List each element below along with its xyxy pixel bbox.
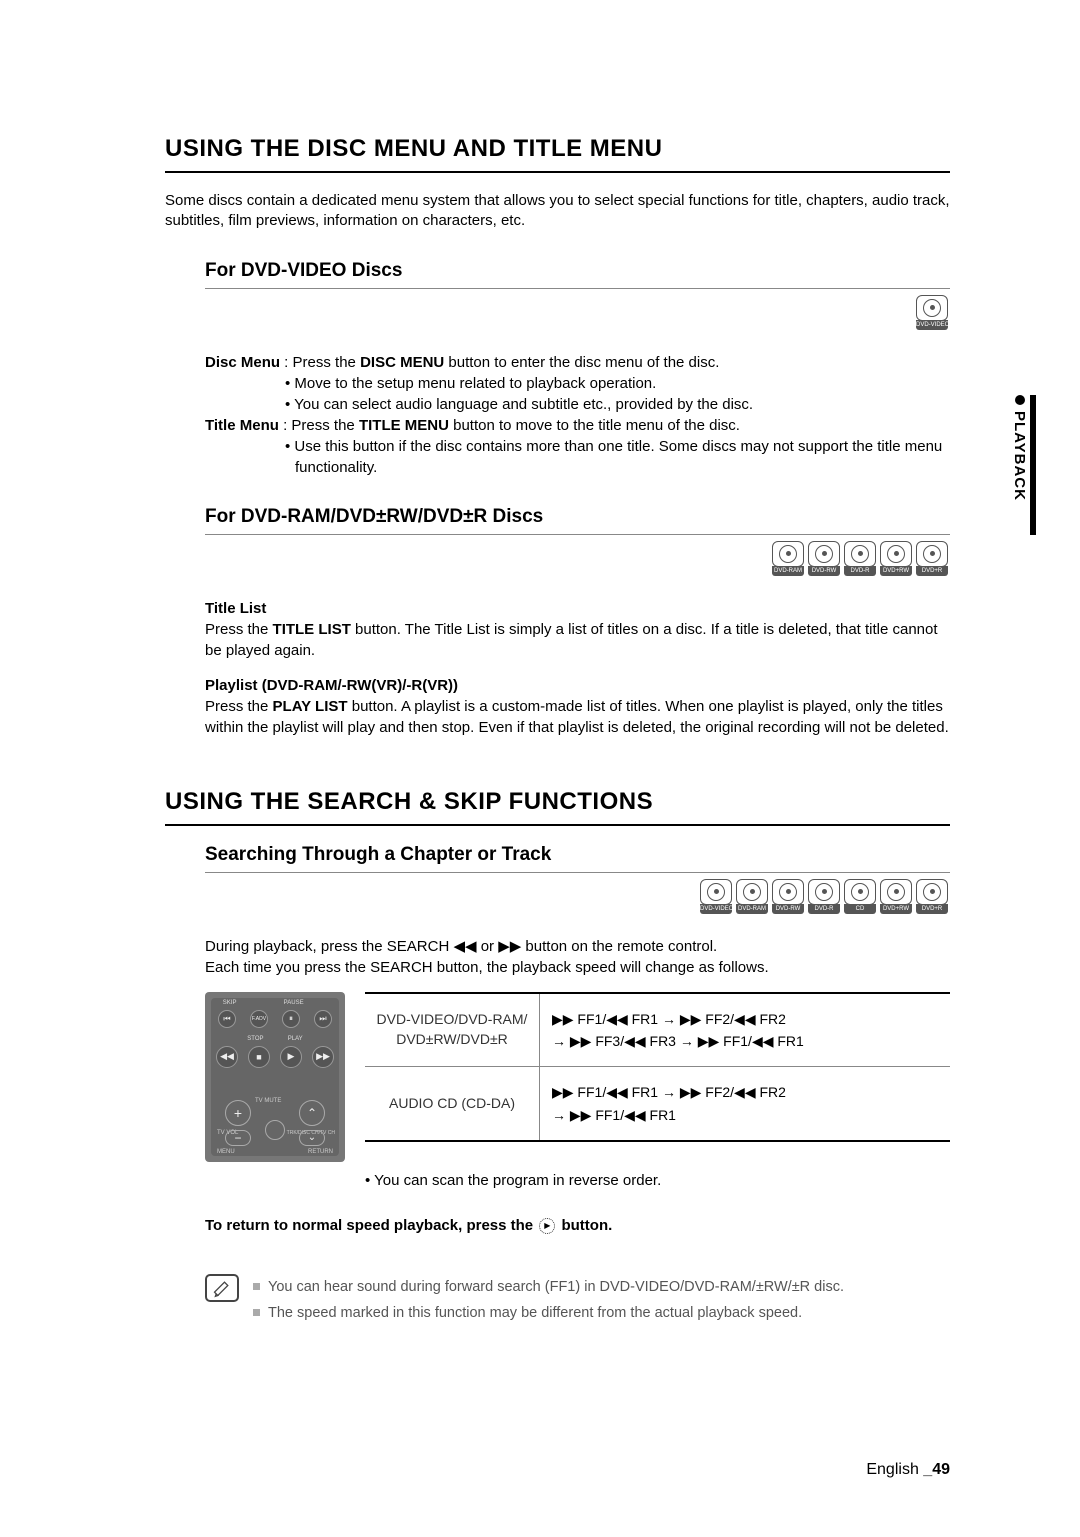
return-note: To return to normal speed playback, pres… xyxy=(205,1217,950,1234)
remote-btn-vol-up: + xyxy=(225,1100,251,1126)
disc-type-icon: DVD-R xyxy=(808,879,840,914)
title-menu-colon: : Press the xyxy=(279,417,359,434)
title-menu-btn: TITLE MENU xyxy=(359,417,449,434)
disc-menu-bullet-2: You can select audio language and subtit… xyxy=(205,394,950,415)
remote-btn-prev: ⏮ xyxy=(218,1010,236,1028)
remote-label-menu: MENU xyxy=(217,1149,235,1155)
note-block: You can hear sound during forward search… xyxy=(205,1274,950,1326)
remote-btn-next: ⏭ xyxy=(314,1010,332,1028)
remote-btn-ff: ▶▶ xyxy=(312,1046,334,1068)
table-row: DVD-VIDEO/DVD-RAM/DVD±RW/DVD±R▶▶ FF1/◀◀ … xyxy=(365,994,950,1068)
playlist-pre: Press the xyxy=(205,698,273,715)
disc-icons-dvd-video: DVD-VIDEO xyxy=(165,295,950,330)
search-line1-pre: During playback, press the xyxy=(205,938,387,955)
remote-label-stop: STOP xyxy=(247,1036,263,1042)
playlist-btn: PLAY LIST xyxy=(273,698,348,715)
table-row: AUDIO CD (CD-DA)▶▶ FF1/◀◀ FR1 → ▶▶ FF2/◀… xyxy=(365,1067,950,1140)
title-list-btn: TITLE LIST xyxy=(273,621,351,638)
return-post: button. xyxy=(557,1217,612,1234)
footer-lang: English xyxy=(866,1461,918,1478)
note-lines: You can hear sound during forward search… xyxy=(253,1274,844,1326)
disc-menu-label: Disc Menu xyxy=(205,354,280,371)
remote-btn-ch-down: ⌄ xyxy=(299,1130,325,1146)
disc-menu-block: Disc Menu : Press the DISC MENU button t… xyxy=(205,352,950,478)
disc-type-icon: DVD+RW xyxy=(880,879,912,914)
table-cell-speeds: ▶▶ FF1/◀◀ FR1 → ▶▶ FF2/◀◀ FR2→ ▶▶ FF1/◀◀… xyxy=(540,1067,950,1140)
disc-icons-search: DVD-VIDEODVD-RAMDVD-RWDVD-RCDDVD+RWDVD+R xyxy=(165,879,950,914)
sub-title-searching: Searching Through a Chapter or Track xyxy=(205,844,950,873)
footer-page: _49 xyxy=(923,1461,950,1478)
search-line2-pre: Each time you press the xyxy=(205,959,370,976)
remote-label-mute: TV MUTE xyxy=(255,1098,281,1104)
disc-type-icon: DVD-R xyxy=(844,541,876,576)
remote-label-pause: PAUSE xyxy=(284,1000,304,1006)
disc-type-icon: DVD-RW xyxy=(772,879,804,914)
title-list-head: Title List xyxy=(205,598,950,619)
disc-type-icon: DVD-RW xyxy=(808,541,840,576)
remote-btn-ch-up: ⌃ xyxy=(299,1100,325,1126)
disc-type-icon: DVD+RW xyxy=(880,541,912,576)
remote-btn-pause: ⏸ xyxy=(282,1010,300,1028)
note-line: You can hear sound during forward search… xyxy=(253,1274,844,1300)
disc-icons-dvd-ram: DVD-RAMDVD-RWDVD-RDVD+RWDVD+R xyxy=(165,541,950,576)
remote-btn-fadv: F.ADV xyxy=(250,1010,268,1028)
section-title-disc-menu: USING THE DISC MENU AND TITLE MENU xyxy=(165,135,950,173)
remote-btn-play: ▶ xyxy=(280,1046,302,1068)
table-cell-media: AUDIO CD (CD-DA) xyxy=(365,1067,540,1140)
title-menu-bullet: Use this button if the disc contains mor… xyxy=(205,436,950,478)
playlist-head: Playlist (DVD-RAM/-RW(VR)/-R(VR)) xyxy=(205,675,950,696)
disc-menu-bullet-1: Move to the setup menu related to playba… xyxy=(205,373,950,394)
section-title-search-skip: USING THE SEARCH & SKIP FUNCTIONS xyxy=(165,788,950,826)
search-desc: During playback, press the SEARCH ◀◀ or … xyxy=(205,936,950,978)
disc-type-icon: DVD-RAM xyxy=(772,541,804,576)
table-cell-media: DVD-VIDEO/DVD-RAM/DVD±RW/DVD±R xyxy=(365,994,540,1067)
search-line2-btn: SEARCH xyxy=(370,959,433,976)
remote-label-play: PLAY xyxy=(288,1036,303,1042)
search-line1-btn: SEARCH xyxy=(387,938,450,955)
disc-menu-rest: button to enter the disc menu of the dis… xyxy=(444,354,719,371)
remote-btn-vol-down: − xyxy=(225,1130,251,1146)
disc-type-icon: DVD+R xyxy=(916,879,948,914)
search-line1-mid: ◀◀ or ▶▶ button on the remote control. xyxy=(449,938,717,955)
scan-note: • You can scan the program in reverse or… xyxy=(365,1172,950,1189)
playlist-block: Playlist (DVD-RAM/-RW(VR)/-R(VR)) Press … xyxy=(205,675,950,738)
disc-type-icon: DVD-VIDEO xyxy=(700,879,732,914)
remote-btn-rew: ◀◀ xyxy=(216,1046,238,1068)
disc-type-icon: DVD-RAM xyxy=(736,879,768,914)
pencil-note-icon xyxy=(205,1274,239,1302)
title-menu-rest: button to move to the title menu of the … xyxy=(449,417,740,434)
sub-title-dvd-ram: For DVD-RAM/DVD±RW/DVD±R Discs xyxy=(205,506,950,535)
remote-label-return: RETURN xyxy=(308,1149,333,1155)
remote-btn-center xyxy=(265,1120,285,1140)
remote-label-skip: SKIP xyxy=(223,1000,237,1006)
title-list-block: Title List Press the TITLE LIST button. … xyxy=(205,598,950,661)
title-menu-label: Title Menu xyxy=(205,417,279,434)
disc-type-icon: DVD-VIDEO xyxy=(916,295,948,330)
section1-intro: Some discs contain a dedicated menu syst… xyxy=(165,191,950,232)
play-icon: ▶ xyxy=(539,1218,555,1234)
remote-control-image: SKIP PAUSE ⏮ F.ADV ⏸ ⏭ STOP PLAY xyxy=(205,992,345,1162)
speed-table: DVD-VIDEO/DVD-RAM/DVD±RW/DVD±R▶▶ FF1/◀◀ … xyxy=(365,992,950,1143)
disc-type-icon: CD xyxy=(844,879,876,914)
disc-menu-btn: DISC MENU xyxy=(360,354,444,371)
return-pre: To return to normal speed playback, pres… xyxy=(205,1217,537,1234)
sub-title-dvd-video: For DVD-VIDEO Discs xyxy=(205,260,950,289)
title-list-pre: Press the xyxy=(205,621,273,638)
disc-type-icon: DVD+R xyxy=(916,541,948,576)
disc-menu-colon: : Press the xyxy=(280,354,360,371)
remote-btn-stop: ■ xyxy=(248,1046,270,1068)
note-line: The speed marked in this function may be… xyxy=(253,1300,844,1326)
table-cell-speeds: ▶▶ FF1/◀◀ FR1 → ▶▶ FF2/◀◀ FR2→ ▶▶ FF3/◀◀… xyxy=(540,994,950,1067)
page-footer: English _49 xyxy=(866,1461,950,1479)
search-line2-rest: button, the playback speed will change a… xyxy=(433,959,769,976)
